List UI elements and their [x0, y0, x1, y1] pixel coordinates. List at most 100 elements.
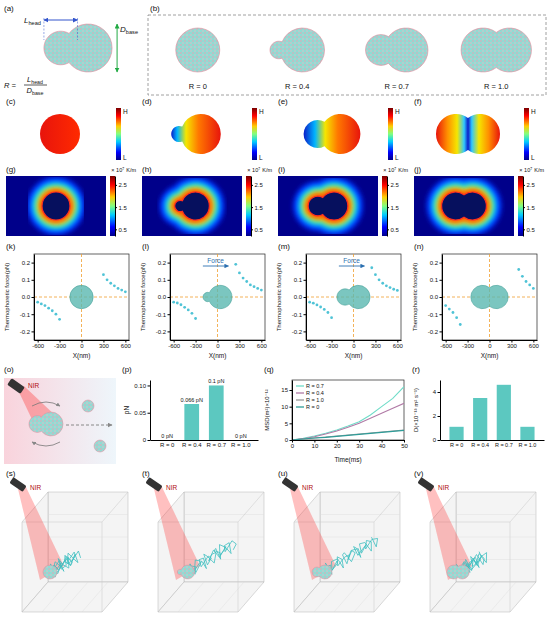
- tick-label: 40: [379, 443, 386, 449]
- glow: [442, 192, 487, 220]
- numerator: Lhead: [27, 75, 43, 85]
- tick-label: 5: [285, 421, 289, 427]
- panel-label: (d): [142, 97, 152, 106]
- glow: [175, 192, 210, 220]
- tick-mark: [218, 340, 219, 343]
- colorbar: [246, 176, 251, 236]
- y-axis: -0.2-0.10.00.10.2: [292, 255, 307, 341]
- plot-area: [184, 385, 223, 440]
- tick: 0: [433, 437, 440, 443]
- y-axis: -0.2-0.10.00.10.2: [156, 255, 171, 341]
- tick-mark: [290, 407, 293, 408]
- tick: 0: [143, 437, 150, 443]
- tick: 600: [121, 340, 132, 349]
- particle: [176, 28, 220, 72]
- tick-label: 0: [291, 443, 295, 449]
- tick-mark: [523, 229, 525, 230]
- multiplier: × 10⁷: [111, 167, 124, 173]
- tick: 0.5: [251, 227, 264, 233]
- colorbar-unit: × 10⁷K/m: [383, 167, 408, 173]
- colorbar-label: H: [395, 108, 400, 115]
- temperature-map: (c)HL: [6, 97, 128, 161]
- colorbar-label: H: [123, 108, 128, 115]
- multiplier: × 10⁷: [247, 167, 260, 173]
- tick: -600: [168, 340, 181, 349]
- panel-label: (p): [122, 365, 132, 374]
- tick: 0.0: [294, 294, 306, 300]
- tick: 0.5: [523, 227, 536, 233]
- point: [58, 318, 61, 321]
- unit: K/m: [262, 167, 272, 173]
- colorbar-unit: × 10⁷K/m: [111, 167, 136, 173]
- point: [381, 282, 384, 285]
- tick: 0.0: [158, 294, 170, 300]
- glow: [42, 192, 70, 220]
- y-axis: -0.2-0.10.00.10.2: [428, 255, 443, 341]
- tick-label: 2.5: [527, 182, 536, 188]
- box-grid: [320, 514, 400, 515]
- particle-field: [42, 192, 70, 220]
- panel-label: (r): [412, 365, 420, 374]
- bar: [497, 385, 511, 440]
- point: [102, 273, 105, 276]
- force-arrow: [339, 266, 365, 267]
- annotation: Force: [343, 257, 360, 264]
- point: [249, 284, 252, 287]
- point: [180, 303, 183, 306]
- tick-mark: [354, 340, 355, 343]
- tick-mark: [440, 331, 443, 332]
- tick-label: 0.0: [158, 294, 167, 300]
- glow: [308, 192, 348, 220]
- tick: R = 0.7: [207, 442, 227, 448]
- box-edge: [374, 492, 400, 522]
- box-grid: [62, 582, 88, 612]
- box-grid: [334, 582, 360, 612]
- bar: [520, 427, 534, 440]
- tick: 0.0: [430, 294, 442, 300]
- unit: K/m: [534, 167, 544, 173]
- tick-label: 0: [352, 343, 356, 349]
- particle: [177, 565, 194, 579]
- tick: R = 0.4: [182, 442, 202, 448]
- box-grid: [354, 582, 380, 612]
- colorbar: [388, 108, 393, 160]
- tick-mark: [32, 314, 35, 315]
- y-axis: 051015: [281, 381, 292, 444]
- tick: 15: [281, 387, 292, 393]
- chart-bar: (r)024R = 0R = 0.4R = 0.7R = 1.0D(×10⁻¹³…: [412, 365, 545, 448]
- head-arrow: [44, 20, 78, 21]
- subscript: base: [126, 29, 138, 35]
- light-beam: [426, 485, 472, 580]
- point: [444, 304, 447, 307]
- base-arrow: [117, 24, 118, 72]
- shape-label: R = 1.0: [484, 82, 508, 91]
- tick: 0.5: [387, 227, 400, 233]
- point: [106, 278, 109, 281]
- tick: -0.1: [20, 312, 34, 318]
- box-pane: [158, 582, 264, 612]
- tick-label: -300: [462, 343, 475, 349]
- point: [172, 301, 175, 304]
- glow: [42, 192, 70, 220]
- point: [44, 304, 47, 307]
- tick-mark: [292, 440, 293, 443]
- trajectory-panel: (s)NIR: [6, 469, 128, 612]
- panel-label: (l): [142, 242, 149, 251]
- axis-title: X(nm): [73, 352, 91, 360]
- tick-label: 0.2: [158, 260, 167, 266]
- tick: 1.5: [115, 205, 128, 211]
- plot-area: [449, 385, 534, 440]
- tick-mark: [38, 340, 39, 343]
- point: [109, 282, 112, 285]
- box-edge: [374, 522, 375, 612]
- box-grid: [48, 537, 128, 538]
- tick-label: 2.5: [391, 182, 400, 188]
- tick-mark: [304, 280, 307, 281]
- tick: 1.5: [251, 205, 264, 211]
- point: [253, 285, 256, 288]
- x-axis: -600-3000300600: [168, 340, 267, 349]
- shape-label: R = 0: [189, 82, 207, 91]
- axis-line: [151, 440, 259, 441]
- temperature-field: [40, 114, 80, 154]
- axis-line: [387, 177, 388, 237]
